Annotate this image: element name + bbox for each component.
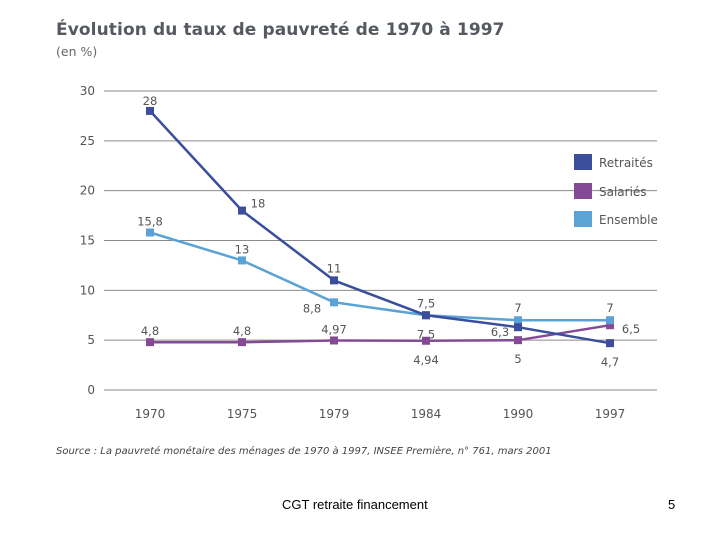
data-label: 5 [514,352,521,366]
data-label: 18 [251,197,266,211]
data-point-salaries [422,336,430,345]
x-tick-label: 1997 [595,407,626,421]
y-tick-label: 10 [80,283,95,297]
y-tick-label: 0 [87,383,95,397]
data-label: 7 [514,301,521,315]
legend-swatch [574,211,592,227]
y-tick-label: 25 [80,134,95,148]
x-tick-label: 1975 [227,407,258,421]
data-label: 28 [143,94,158,108]
chart-title: Évolution du taux de pauvreté de 1970 à … [56,20,505,40]
data-point-ensemble [330,298,338,307]
chart-subtitle: (en %) [56,44,98,59]
data-label: 6,3 [491,325,509,339]
legend-label: Ensemble [599,213,658,227]
data-label: 4,8 [141,324,159,338]
data-label: 4,8 [233,324,251,338]
data-label: 11 [327,261,342,275]
data-label: 6,5 [622,322,640,336]
y-tick-label: 15 [80,234,95,248]
data-label: 4,7 [601,355,619,369]
x-tick-label: 1990 [503,407,534,421]
data-point-salaries [146,338,154,347]
series-line-salaries [150,323,611,344]
data-label: 4,97 [321,322,347,336]
y-tick-label: 5 [87,333,95,347]
data-label: 8,8 [303,301,321,315]
data-label: 15,8 [137,215,163,229]
data-point-retraites [514,323,522,332]
legend-swatch [574,183,592,199]
x-tick-label: 1970 [135,407,166,421]
data-point-ensemble [146,228,154,237]
legend-label: Retraités [599,156,653,170]
data-point-retraites [422,311,430,320]
data-label: 4,94 [413,353,439,367]
data-label: 7,5 [417,296,435,310]
series-line-retraites [149,110,611,345]
footer-text: CGT retraite financement [282,497,428,512]
page-number: 5 [668,497,676,512]
data-point-retraites [606,339,614,348]
data-point-salaries [606,321,614,330]
chart-source: Source : La pauvreté monétaire des ménag… [56,446,552,457]
y-tick-label: 20 [80,184,95,198]
data-point-retraites [238,206,246,215]
data-point-ensemble [238,256,246,265]
data-point-retraites [330,276,338,285]
y-tick-label: 30 [80,84,95,98]
data-label: 7,5 [417,327,435,341]
legend-label: Salariés [599,185,647,199]
x-tick-label: 1979 [319,407,350,421]
data-label: 7 [606,301,613,315]
data-point-salaries [238,338,246,347]
data-point-ensemble [606,316,614,325]
series-line-ensemble [149,231,610,322]
data-point-salaries [514,336,522,345]
data-point-ensemble [514,316,522,325]
data-point-retraites [146,106,154,115]
data-point-salaries [330,336,338,345]
data-label: 13 [235,242,250,256]
legend-swatch [574,154,592,170]
x-tick-label: 1984 [411,407,442,421]
